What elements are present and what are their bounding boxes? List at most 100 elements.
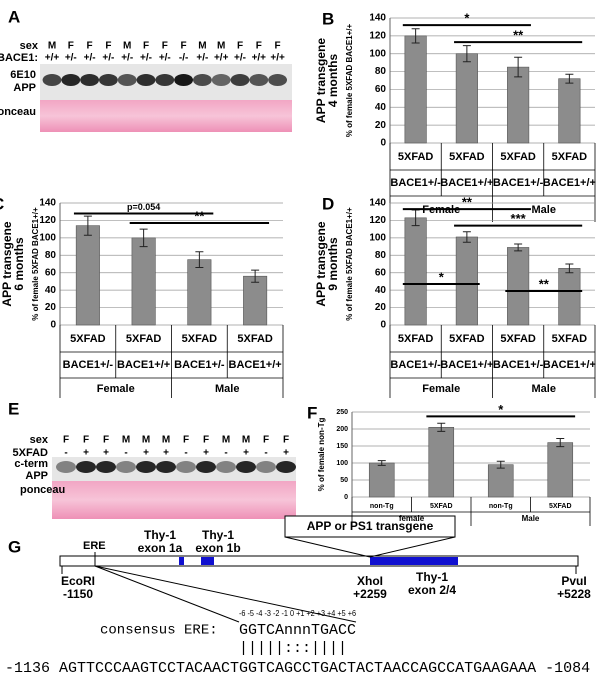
panel-letter: A: [8, 7, 20, 26]
protein-band: [211, 74, 231, 86]
bar: [243, 275, 268, 326]
protein-band: [76, 461, 96, 473]
site-position: +2259: [353, 587, 387, 601]
lane-label: +: [203, 448, 209, 459]
genomic-sequence: -1136 AGTTCCCAAGTCCTACAACTGGTCAGCCTGACTA…: [5, 660, 590, 677]
exon-label: Thy-1: [416, 570, 448, 584]
bar: [131, 237, 156, 326]
site-position: +5228: [557, 587, 591, 601]
lane-label: F: [87, 41, 93, 52]
protein-band: [116, 461, 136, 473]
y-tick-label: 150: [336, 443, 348, 450]
y-tick-label: 60: [45, 267, 57, 278]
protein-band: [174, 74, 194, 86]
y-axis-sublabel: % of female 5XFAD BACE1+/+: [31, 207, 40, 321]
protein-band: [276, 461, 296, 473]
exon-label: Thy-1: [144, 528, 176, 542]
protein-band: [193, 74, 212, 86]
y-tick-label: 80: [375, 250, 387, 261]
lane-label: F: [183, 435, 189, 446]
lane-label: +/-: [196, 53, 208, 64]
y-tick-label: 140: [369, 198, 386, 209]
lane-label: M: [198, 41, 206, 52]
protein-band: [268, 74, 287, 86]
y-axis-label: APP transgene: [314, 38, 328, 123]
bar: [558, 268, 581, 326]
y-axis-sublabel: % of female 5XFAD BACE1+/+: [345, 207, 354, 321]
x-tick-label: 5XFAD: [237, 333, 273, 345]
lane-label: M: [123, 41, 131, 52]
x-tick-label: 5XFAD: [552, 151, 588, 163]
consensus-label: consensus ERE:: [100, 623, 218, 639]
protein-band: [56, 461, 76, 473]
bar: [507, 247, 530, 326]
significance-label: **: [194, 208, 205, 223]
lane-label: +: [283, 448, 289, 459]
significance-label: *: [498, 402, 504, 417]
bar: [558, 78, 581, 144]
y-tick-label: 250: [336, 409, 348, 416]
lane-label: M: [222, 435, 230, 446]
ponceau-stain: [40, 100, 292, 132]
error-bar: [514, 243, 523, 252]
significance-label: ***: [511, 211, 527, 226]
error-bar: [83, 215, 92, 236]
x-tick-label: non-Tg: [370, 503, 394, 510]
lane-label: +/-: [140, 53, 152, 64]
protein-band: [136, 461, 156, 473]
lane-label: +/-: [84, 53, 96, 64]
gene-bar: [59, 555, 579, 567]
bar: [404, 217, 427, 326]
band-label: APP: [13, 82, 36, 94]
y-tick-label: 120: [369, 30, 386, 41]
insert-line: [369, 536, 456, 558]
group-label: Male: [215, 383, 239, 395]
y-tick-label: 0: [50, 320, 56, 331]
error-bar: [462, 231, 471, 243]
lane-label: F: [105, 41, 111, 52]
x-tick-label: 5XFAD: [430, 503, 453, 510]
protein-band: [136, 74, 156, 86]
x-tick-label: BACE1+/+: [440, 177, 493, 189]
panel-letter: B: [322, 9, 334, 28]
bar: [455, 236, 478, 326]
panel-letter: D: [322, 194, 334, 213]
x-tick-label: BACE1+/-: [63, 359, 114, 371]
zoom-line: [94, 565, 240, 623]
protein-band: [236, 461, 256, 473]
significance-label: **: [513, 28, 524, 43]
bar: [404, 35, 427, 144]
error-bar: [565, 73, 574, 84]
x-tick-label: BACE1+/-: [493, 177, 544, 189]
bar: [75, 225, 100, 326]
significance-label: *: [439, 269, 445, 284]
error-bar: [556, 438, 565, 448]
group-label: Male: [532, 383, 556, 395]
error-bar: [565, 263, 574, 274]
lane-label: F: [237, 41, 243, 52]
band-label: APP: [25, 470, 48, 482]
error-bar: [251, 269, 260, 283]
y-tick-label: 140: [39, 198, 56, 209]
stain-label: ponceau: [20, 484, 65, 496]
lane-label: F: [103, 435, 109, 446]
group-label: Male: [522, 514, 540, 523]
protein-band: [249, 74, 269, 86]
x-tick-label: BACE1+/+: [117, 359, 170, 371]
lane-label: F: [203, 435, 209, 446]
lane-label: +/+: [270, 53, 285, 64]
error-bar: [377, 460, 386, 466]
error-bar: [437, 422, 446, 432]
lane-label: +/-: [159, 53, 171, 64]
x-tick-label: 5XFAD: [500, 333, 536, 345]
band-label: c-term: [14, 458, 48, 470]
y-tick-label: 40: [45, 285, 57, 296]
insert-line: [284, 536, 371, 558]
x-tick-label: 5XFAD: [449, 333, 485, 345]
exon-label: Thy-1: [202, 528, 234, 542]
site-label: PvuI: [561, 574, 586, 588]
lane-label: +/+: [45, 53, 60, 64]
y-axis-label: APP transgene: [0, 221, 14, 306]
y-tick-label: 20: [45, 302, 57, 313]
x-tick-label: 5XFAD: [549, 503, 572, 510]
